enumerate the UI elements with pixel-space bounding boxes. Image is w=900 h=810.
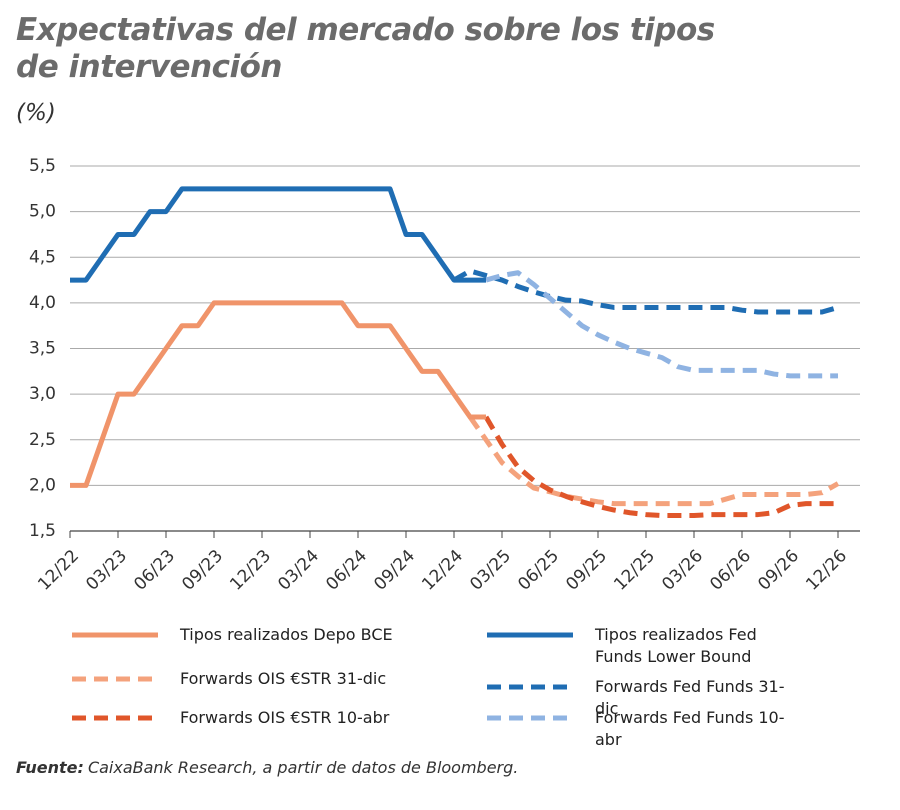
legend-item: Tipos realizados Fed Funds Lower Bound (485, 624, 805, 668)
legend-label: Forwards OIS €STR 10-abr (180, 708, 390, 727)
x-tick-label: 03/23 (82, 546, 131, 595)
x-tick-label: 09/24 (370, 546, 419, 595)
y-tick-label: 3,5 (29, 339, 56, 359)
series-line (70, 300, 486, 488)
x-tick-label: 03/24 (274, 546, 323, 595)
x-tick-label: 09/26 (754, 546, 803, 595)
legend-swatch (487, 632, 573, 638)
x-tick-label: 12/25 (610, 546, 659, 595)
y-tick-label: 2,0 (29, 475, 56, 495)
legend-item: Forwards OIS €STR 10-abr (70, 707, 389, 729)
y-tick-label: 4,5 (29, 247, 56, 267)
series-line (70, 186, 486, 283)
x-tick-label: 12/26 (802, 546, 851, 595)
legend-item: Forwards OIS €STR 31-dic (70, 668, 386, 690)
x-tick-label: 12/24 (418, 546, 467, 595)
y-tick-label: 5,5 (29, 156, 56, 176)
y-tick-label: 3,0 (29, 384, 56, 404)
legend-swatch (72, 715, 158, 721)
x-tick-label: 06/23 (130, 546, 179, 595)
y-axis-label: (%) (16, 100, 56, 126)
x-tick-label: 03/26 (658, 546, 707, 595)
y-tick-label: 4,0 (29, 293, 56, 313)
x-tick-label: 12/23 (226, 546, 275, 595)
chart-title: Expectativas del mercado sobre los tipos… (16, 12, 715, 85)
x-tick-label: 06/25 (514, 546, 563, 595)
legend-item: Forwards Fed Funds 31-dic (485, 676, 805, 720)
legend-item: Forwards Fed Funds 10-abr (485, 707, 805, 751)
y-tick-label: 2,5 (29, 430, 56, 450)
legend-label: Tipos realizados Fed Funds Lower Bound (595, 625, 757, 666)
source-text: CaixaBank Research, a partir de datos de… (87, 758, 519, 777)
series-line (483, 415, 838, 518)
y-tick-label: 5,0 (29, 202, 56, 222)
x-tick-label: 09/23 (178, 546, 227, 595)
x-tick-label: 06/26 (706, 546, 755, 595)
legend-label: Forwards Fed Funds 31-dic (595, 677, 785, 718)
series-line (467, 415, 840, 507)
legend-swatch (72, 676, 158, 682)
series-line (485, 270, 838, 379)
chart: 1,52,02,53,03,54,04,55,05,512/22 03/23 06/… (29, 156, 860, 595)
y-tick-label: 1,5 (29, 521, 56, 541)
legend-item: Tipos realizados Depo BCE (70, 624, 393, 646)
source: Fuente: CaixaBank Research, a partir de d… (16, 758, 518, 777)
legend-swatch (487, 715, 573, 721)
x-tick-label: 12/22 (34, 546, 83, 595)
legend-label: Tipos realizados Depo BCE (180, 625, 393, 644)
source-label: Fuente: (16, 758, 84, 777)
x-tick-label: 06/24 (322, 546, 371, 595)
x-tick-label: 09/25 (562, 546, 611, 595)
legend-label: Forwards OIS €STR 31-dic (180, 669, 387, 688)
legend-swatch (72, 632, 158, 638)
series-line (452, 268, 839, 315)
legend-swatch (487, 684, 573, 690)
x-tick-label: 03/25 (466, 546, 515, 595)
legend-label: Forwards Fed Funds 10-abr (595, 708, 785, 749)
